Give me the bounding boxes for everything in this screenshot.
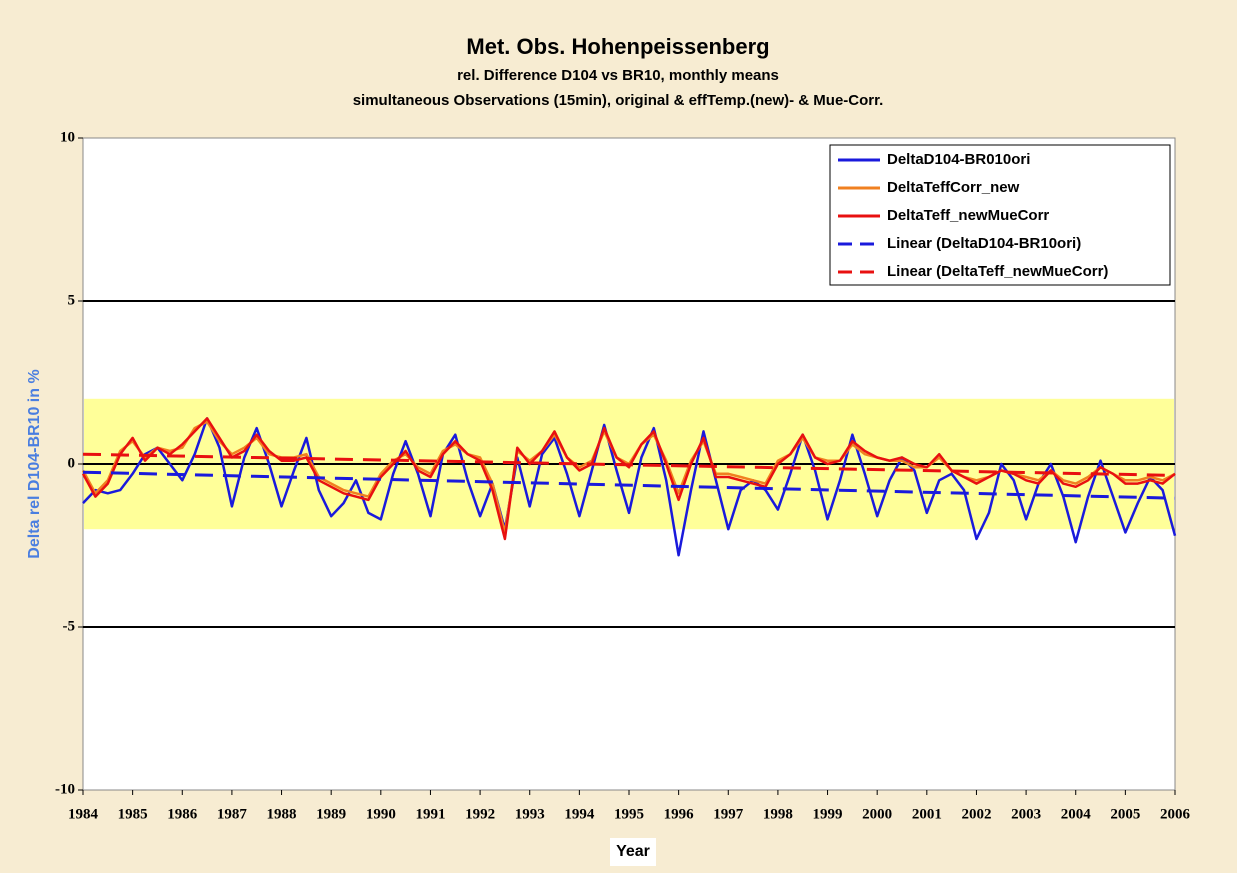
x-tick-label: 2006 — [1160, 806, 1191, 822]
legend-label: DeltaTeff_newMueCorr — [887, 207, 1049, 224]
legend-label: DeltaTeffCorr_new — [887, 179, 1020, 196]
y-axis-label: Delta rel D104-BR10 in % — [26, 369, 43, 558]
series-line — [81, 417, 1176, 541]
trend-line — [82, 452, 1176, 477]
x-tick-label: 1998 — [763, 806, 793, 822]
x-tick-label: 2000 — [862, 806, 892, 822]
x-tick-label: 1984 — [68, 806, 99, 822]
chart-title: Met. Obs. Hohenpeissenberg — [466, 34, 769, 59]
x-tick-label: 1985 — [118, 806, 148, 822]
x-tick-label: 2003 — [1011, 806, 1041, 822]
x-label-box — [610, 838, 656, 866]
x-tick-label: 1987 — [217, 806, 248, 822]
plot — [81, 300, 1177, 628]
x-axis-label: Year — [616, 843, 650, 860]
trend-line — [82, 470, 1176, 500]
x-tick-label: 2004 — [1061, 806, 1092, 822]
x-tick-label: 1990 — [366, 806, 396, 822]
x-tick-label: 1995 — [614, 806, 644, 822]
y-tick-label: 5 — [68, 292, 76, 308]
x-tick-label: 2002 — [961, 806, 991, 822]
x-tick-label: 1993 — [515, 806, 545, 822]
y-tick-label: -10 — [55, 781, 75, 797]
chart-subtitle: rel. Difference D104 vs BR10, monthly me… — [457, 67, 779, 84]
x-tick-label: 1992 — [465, 806, 495, 822]
y-tick-label: -5 — [63, 618, 76, 634]
legend — [829, 144, 1171, 286]
x-tick-label: 1999 — [813, 806, 843, 822]
x-tick-label: 1994 — [564, 806, 595, 822]
y-tick-label: 0 — [68, 455, 76, 471]
legend-label: Linear (DeltaTeff_newMueCorr) — [887, 263, 1108, 280]
x-tick-label: 1997 — [713, 806, 744, 822]
x-tick-label: 2001 — [912, 806, 942, 822]
legend-label: DeltaD104-BR010ori — [887, 151, 1030, 168]
chart-subtitle: simultaneous Observations (15min), origi… — [353, 92, 884, 109]
series-line — [82, 417, 1177, 557]
x-tick-label: 2005 — [1110, 806, 1140, 822]
x-tick-label: 1991 — [415, 806, 445, 822]
x-tick-label: 1996 — [664, 806, 695, 822]
x-tick-label: 1986 — [167, 806, 198, 822]
x-tick-label: 1988 — [267, 806, 297, 822]
legend-label: Linear (DeltaD104-BR10ori) — [887, 235, 1081, 252]
x-tick-label: 1989 — [316, 806, 346, 822]
y-tick-label: 10 — [60, 129, 75, 145]
